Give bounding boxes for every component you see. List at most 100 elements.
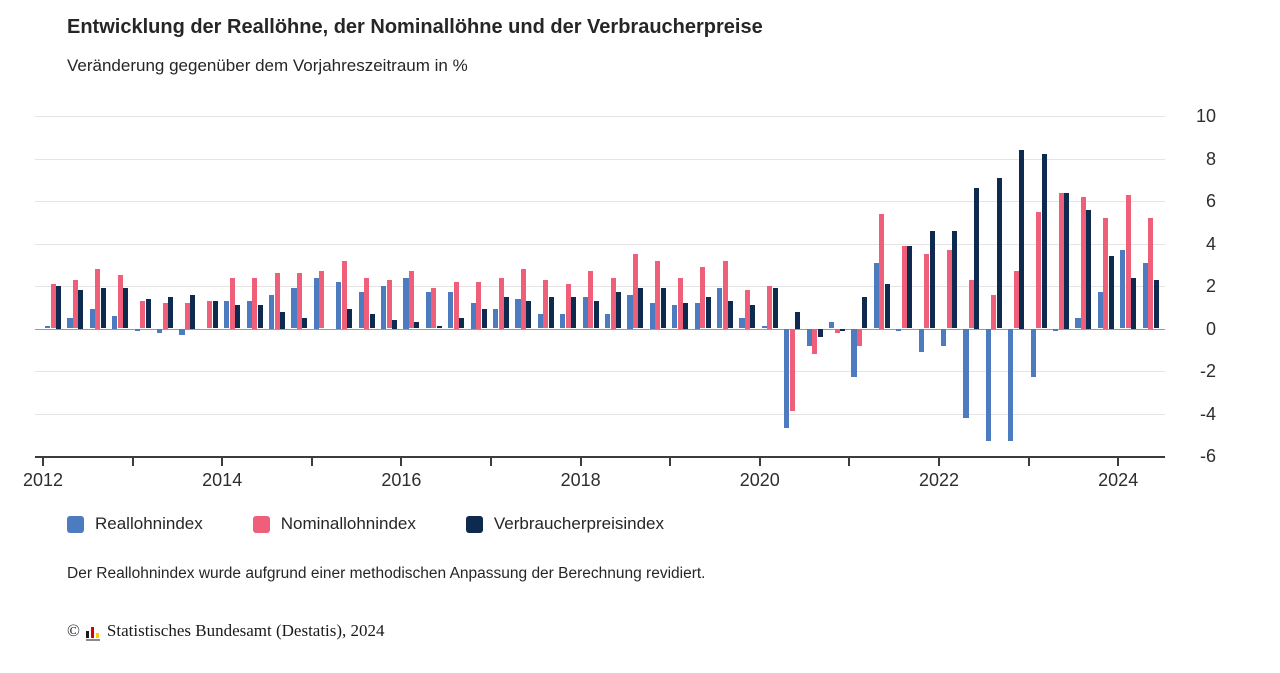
bar-nominallohnindex[interactable] bbox=[1058, 192, 1064, 329]
bar-verbraucherpreisindex[interactable] bbox=[951, 230, 958, 329]
bar-nominallohnindex[interactable] bbox=[543, 279, 549, 329]
bar-reallohnindex[interactable] bbox=[157, 328, 163, 333]
bar-nominallohnindex[interactable] bbox=[789, 328, 795, 412]
legend-item-verbraucherpreisindex[interactable]: Verbraucherpreisindex bbox=[465, 514, 664, 534]
bar-nominallohnindex[interactable] bbox=[408, 271, 415, 329]
bar-reallohnindex[interactable] bbox=[761, 326, 768, 329]
bar-reallohnindex[interactable] bbox=[873, 262, 880, 329]
bar-verbraucherpreisindex[interactable] bbox=[996, 177, 1002, 329]
bar-verbraucherpreisindex[interactable] bbox=[257, 305, 263, 329]
bar-nominallohnindex[interactable] bbox=[834, 328, 840, 333]
bar-reallohnindex[interactable] bbox=[179, 328, 185, 335]
bar-verbraucherpreisindex[interactable] bbox=[78, 290, 84, 329]
bar-nominallohnindex[interactable] bbox=[722, 260, 728, 329]
bar-nominallohnindex[interactable] bbox=[632, 254, 639, 329]
bar-verbraucherpreisindex[interactable] bbox=[772, 288, 778, 329]
bar-reallohnindex[interactable] bbox=[537, 313, 544, 329]
bar-nominallohnindex[interactable] bbox=[50, 283, 56, 329]
bar-nominallohnindex[interactable] bbox=[610, 277, 616, 329]
bar-verbraucherpreisindex[interactable] bbox=[1131, 277, 1137, 329]
bar-verbraucherpreisindex[interactable] bbox=[347, 309, 353, 329]
bar-nominallohnindex[interactable] bbox=[700, 266, 706, 329]
legend-item-nominallohnindex[interactable]: Nominallohnindex bbox=[252, 514, 416, 534]
bar-verbraucherpreisindex[interactable] bbox=[548, 296, 554, 329]
bar-verbraucherpreisindex[interactable] bbox=[1086, 209, 1092, 329]
bar-nominallohnindex[interactable] bbox=[812, 328, 818, 354]
bar-verbraucherpreisindex[interactable] bbox=[884, 283, 890, 329]
bar-reallohnindex[interactable] bbox=[67, 317, 73, 329]
bar-reallohnindex[interactable] bbox=[358, 292, 364, 329]
bar-nominallohnindex[interactable] bbox=[117, 275, 123, 329]
bar-verbraucherpreisindex[interactable] bbox=[593, 300, 599, 329]
bar-verbraucherpreisindex[interactable] bbox=[190, 294, 196, 329]
bar-verbraucherpreisindex[interactable] bbox=[145, 298, 151, 329]
bar-nominallohnindex[interactable] bbox=[767, 286, 773, 329]
bar-verbraucherpreisindex[interactable] bbox=[369, 313, 375, 329]
legend-item-reallohnindex[interactable]: Reallohnindex bbox=[67, 514, 203, 534]
bar-verbraucherpreisindex[interactable] bbox=[615, 292, 622, 329]
bar-reallohnindex[interactable] bbox=[918, 328, 924, 352]
bar-nominallohnindex[interactable] bbox=[95, 269, 101, 329]
bar-verbraucherpreisindex[interactable] bbox=[391, 320, 398, 329]
bar-nominallohnindex[interactable] bbox=[386, 279, 392, 329]
bar-nominallohnindex[interactable] bbox=[364, 277, 370, 329]
bar-reallohnindex[interactable] bbox=[784, 328, 790, 429]
bar-verbraucherpreisindex[interactable] bbox=[1108, 256, 1114, 329]
bar-reallohnindex[interactable] bbox=[425, 292, 432, 329]
bar-reallohnindex[interactable] bbox=[515, 298, 521, 329]
bar-nominallohnindex[interactable] bbox=[991, 294, 997, 329]
bar-verbraucherpreisindex[interactable] bbox=[929, 230, 935, 329]
bar-nominallohnindex[interactable] bbox=[1013, 271, 1019, 329]
bar-reallohnindex[interactable] bbox=[112, 315, 118, 329]
bar-verbraucherpreisindex[interactable] bbox=[817, 328, 823, 337]
bar-verbraucherpreisindex[interactable] bbox=[705, 296, 711, 329]
bar-reallohnindex[interactable] bbox=[985, 328, 991, 442]
bar-verbraucherpreisindex[interactable] bbox=[503, 296, 510, 329]
bar-nominallohnindex[interactable] bbox=[655, 260, 661, 329]
bar-reallohnindex[interactable] bbox=[246, 300, 252, 329]
bar-reallohnindex[interactable] bbox=[851, 328, 857, 378]
bar-verbraucherpreisindex[interactable] bbox=[235, 305, 241, 329]
bar-reallohnindex[interactable] bbox=[1120, 249, 1126, 329]
bar-reallohnindex[interactable] bbox=[470, 303, 476, 329]
bar-nominallohnindex[interactable] bbox=[901, 245, 907, 329]
bar-reallohnindex[interactable] bbox=[941, 328, 947, 346]
bar-nominallohnindex[interactable] bbox=[856, 328, 863, 346]
bar-nominallohnindex[interactable] bbox=[1036, 211, 1042, 329]
bar-reallohnindex[interactable] bbox=[45, 326, 51, 329]
bar-nominallohnindex[interactable] bbox=[1125, 194, 1131, 329]
bar-nominallohnindex[interactable] bbox=[274, 273, 280, 329]
bar-reallohnindex[interactable] bbox=[224, 300, 230, 329]
bar-nominallohnindex[interactable] bbox=[162, 303, 168, 329]
bar-reallohnindex[interactable] bbox=[1142, 262, 1148, 329]
bar-nominallohnindex[interactable] bbox=[72, 279, 79, 329]
bar-verbraucherpreisindex[interactable] bbox=[302, 317, 308, 329]
bar-verbraucherpreisindex[interactable] bbox=[123, 288, 129, 329]
bar-verbraucherpreisindex[interactable] bbox=[212, 300, 218, 329]
bar-nominallohnindex[interactable] bbox=[498, 277, 504, 329]
bar-nominallohnindex[interactable] bbox=[140, 300, 146, 329]
bar-reallohnindex[interactable] bbox=[806, 328, 812, 346]
bar-verbraucherpreisindex[interactable] bbox=[727, 300, 734, 329]
bar-nominallohnindex[interactable] bbox=[296, 273, 303, 329]
bar-nominallohnindex[interactable] bbox=[229, 277, 235, 329]
bar-reallohnindex[interactable] bbox=[582, 296, 588, 329]
bar-verbraucherpreisindex[interactable] bbox=[100, 288, 106, 329]
bar-nominallohnindex[interactable] bbox=[341, 260, 347, 329]
bar-reallohnindex[interactable] bbox=[560, 313, 566, 329]
bar-verbraucherpreisindex[interactable] bbox=[862, 296, 868, 329]
bar-reallohnindex[interactable] bbox=[672, 305, 678, 329]
bar-reallohnindex[interactable] bbox=[694, 303, 700, 329]
bar-reallohnindex[interactable] bbox=[1008, 328, 1014, 442]
bar-verbraucherpreisindex[interactable] bbox=[750, 305, 756, 329]
bar-reallohnindex[interactable] bbox=[1097, 292, 1103, 329]
bar-reallohnindex[interactable] bbox=[1053, 328, 1059, 331]
bar-reallohnindex[interactable] bbox=[403, 277, 409, 329]
bar-verbraucherpreisindex[interactable] bbox=[279, 311, 286, 329]
bar-reallohnindex[interactable] bbox=[896, 328, 902, 331]
bar-reallohnindex[interactable] bbox=[605, 313, 611, 329]
bar-reallohnindex[interactable] bbox=[448, 292, 454, 329]
bar-nominallohnindex[interactable] bbox=[252, 277, 258, 329]
bar-nominallohnindex[interactable] bbox=[520, 269, 527, 329]
bar-nominallohnindex[interactable] bbox=[184, 303, 191, 329]
